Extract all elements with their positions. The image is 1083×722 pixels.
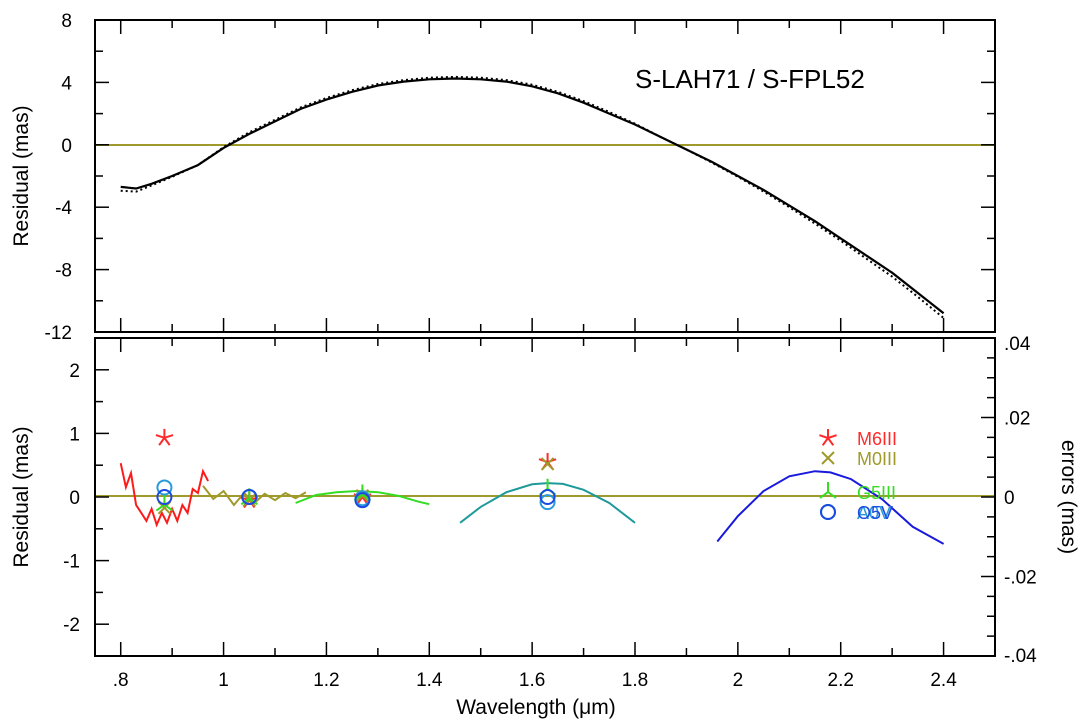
legend-marker-m0iii bbox=[822, 452, 834, 464]
top-panel: 8 4 0 -4 -8 -12 Residual (mas) S-LAH71 / S-FP… bbox=[10, 11, 995, 344]
bottom-y-axis-title: Residual (mas) bbox=[10, 426, 33, 567]
top-y-tick-label: 4 bbox=[61, 73, 72, 94]
point-markers bbox=[156, 429, 556, 514]
bottom-y2-tick-label: 0 bbox=[1004, 488, 1015, 509]
legend-label-o5v: O5V bbox=[857, 503, 893, 523]
legend-label-m0iii: M0III bbox=[857, 449, 897, 469]
top-y-axis-title: Residual (mas) bbox=[10, 105, 33, 246]
x-tick-label: 2.2 bbox=[828, 670, 854, 691]
x-tick-label: 1 bbox=[218, 670, 229, 691]
bottom-y2-tick-label: -.02 bbox=[1004, 568, 1037, 589]
x-tick-label: 2 bbox=[733, 670, 744, 691]
top-y-tick-labels: 8 4 0 -4 -8 -12 bbox=[45, 11, 73, 344]
top-annotation: S-LAH71 / S-FPL52 bbox=[635, 64, 865, 94]
top-y-tick-label: 0 bbox=[61, 136, 72, 157]
bottom-y2-tick-label: -.04 bbox=[1004, 646, 1037, 667]
point-m6iii bbox=[156, 429, 173, 445]
bottom-y2-tick-label: .04 bbox=[1004, 334, 1031, 355]
top-series-lines bbox=[121, 77, 944, 318]
error-curve bbox=[717, 471, 943, 544]
bottom-y-tick-label: -2 bbox=[63, 615, 80, 636]
legend-label-g5iii: G5III bbox=[857, 483, 896, 503]
x-tick-label: 1.8 bbox=[622, 670, 648, 691]
bottom-y-tick-labels: 2 1 0 -1 -2 bbox=[63, 361, 80, 636]
top-y-tick-label: -8 bbox=[55, 261, 72, 282]
x-axis-title: Wavelength (μm) bbox=[456, 696, 616, 719]
bottom-x-tick-labels: .8 1 1.2 1.4 1.6 1.8 2 2.2 2.4 bbox=[113, 670, 957, 691]
x-tick-label: 1.4 bbox=[416, 670, 443, 691]
x-tick-label: 1.2 bbox=[313, 670, 339, 691]
legend-label-m6iii: M6III bbox=[857, 429, 897, 449]
dotted-residual-line bbox=[121, 77, 944, 318]
legend-marker-o5v bbox=[821, 505, 835, 519]
bottom-y2-tick-label: .02 bbox=[1004, 409, 1030, 430]
top-y-tick-label: -4 bbox=[55, 198, 72, 219]
bottom-y-tick-label: 1 bbox=[69, 424, 80, 445]
solid-residual-line bbox=[121, 79, 944, 314]
x-tick-label: 1.6 bbox=[519, 670, 545, 691]
bottom-y-tick-label: 0 bbox=[69, 488, 80, 509]
legend-marker-m6iii bbox=[819, 429, 836, 445]
bottom-y2-tick-labels: .04 .02 0 -.02 -.04 bbox=[1004, 334, 1037, 667]
top-y-tick-label: -12 bbox=[45, 323, 72, 344]
bottom-y-tick-label: -1 bbox=[63, 552, 80, 573]
bottom-y-tick-label: 2 bbox=[69, 361, 80, 382]
point-m6iii bbox=[539, 453, 556, 469]
bottom-y2-axis-title: errors (mas) bbox=[1057, 440, 1080, 554]
x-tick-label: 2.4 bbox=[930, 670, 957, 691]
error-curves bbox=[121, 463, 944, 544]
x-tick-label: .8 bbox=[113, 670, 129, 691]
top-y-tick-label: 8 bbox=[61, 11, 72, 32]
